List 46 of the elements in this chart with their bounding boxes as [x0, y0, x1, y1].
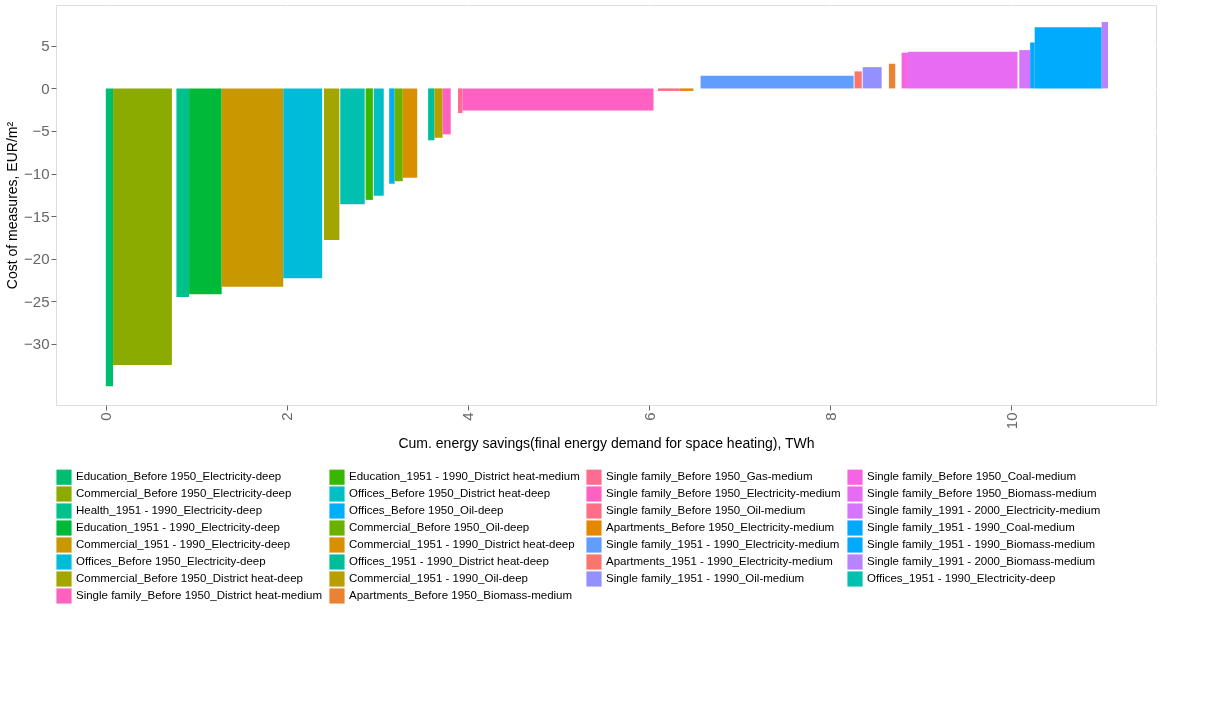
legend-label: Commercial_1951 - 1990_Oil-deep: [349, 572, 528, 584]
legend-label: Single family_Before 1950_Gas-medium: [606, 470, 813, 483]
x-tick-label: 8: [821, 412, 839, 421]
x-axis-title: Cum. energy savings(final energy demand for space heating), TWh: [398, 435, 815, 452]
y-tick-label: 5: [41, 37, 50, 55]
legend-label: Commercial_1951 - 1990_Electricity-deep: [76, 538, 291, 550]
legend-label: Offices_Before 1950_Electricity-deep: [76, 555, 266, 567]
x-tick-label: 4: [459, 412, 477, 421]
legend-label: Education_1951 - 1990_District heat-medium: [349, 470, 580, 483]
legend-label: Single family_Before 1950_Biomass-medium: [867, 487, 1097, 499]
x-tick-label: 6: [640, 412, 658, 421]
y-tick-label: −25: [24, 292, 50, 310]
legend-label: Offices_1951 - 1990_District heat-deep: [349, 555, 549, 567]
y-tick-label: −10: [24, 165, 50, 183]
legend-label: Offices_Before 1950_Oil-deep: [349, 504, 504, 516]
legend-label: Apartments_1951 - 1990_Electricity-medium: [606, 555, 833, 567]
legend-label: Apartments_Before 1950_Electricity-medium: [606, 521, 835, 533]
x-tick-label: 10: [1002, 412, 1020, 430]
legend-label: Single family_1991 - 2000_Electricity-medium: [867, 504, 1101, 516]
legend-label: Offices_1951 - 1990_Electricity-deep: [867, 572, 1056, 584]
legend-label: Single family_1951 - 1990_Electricity-medium: [606, 538, 840, 550]
legend-label: Single family_1991 - 2000_Biomass-medium: [867, 555, 1096, 567]
x-tick-label: 0: [97, 412, 115, 421]
y-tick-label: −5: [32, 122, 50, 140]
legend-label: Commercial_Before 1950_Oil-deep: [349, 521, 530, 533]
legend-label: Apartments_Before 1950_Biomass-medium: [349, 589, 573, 601]
y-tick-label: −15: [24, 207, 50, 225]
legend-label: Commercial_Before 1950_District heat-deep: [76, 572, 303, 584]
legend-label: Commercial_Before 1950_Electricity-deep: [76, 487, 292, 499]
y-axis-title: Cost of measures, EUR/m²: [4, 121, 21, 290]
legend-label: Single family_Before 1950_Oil-medium: [606, 504, 806, 516]
legend-label: Single family_Before 1950_District heat-medium: [76, 589, 323, 601]
legend-label: Single family_1951 - 1990_Coal-medium: [867, 521, 1075, 533]
y-tick-label: −20: [24, 250, 50, 268]
legend-label: Single family_1951 - 1990_Oil-medium: [606, 572, 805, 584]
legend-label: Education_1951 - 1990_Electricity-deep: [76, 521, 280, 533]
x-tick-label: 2: [278, 412, 296, 421]
legend-label: Offices_Before 1950_District heat-deep: [349, 487, 551, 499]
legend-label: Single family_Before 1950_Coal-medium: [867, 470, 1077, 483]
legend-label: Health_1951 - 1990_Electricity-deep: [76, 504, 263, 516]
legend-label: Education_Before 1950_Electricity-deep: [76, 470, 282, 483]
legend-label: Commercial_1951 - 1990_District heat-deep: [349, 538, 575, 550]
y-tick-label: −30: [24, 335, 50, 353]
y-tick-label: 0: [41, 79, 50, 97]
legend-label: Single family_1951 - 1990_Biomass-medium: [867, 538, 1096, 550]
legend-label: Single family_Before 1950_Electricity-medium: [606, 487, 841, 499]
